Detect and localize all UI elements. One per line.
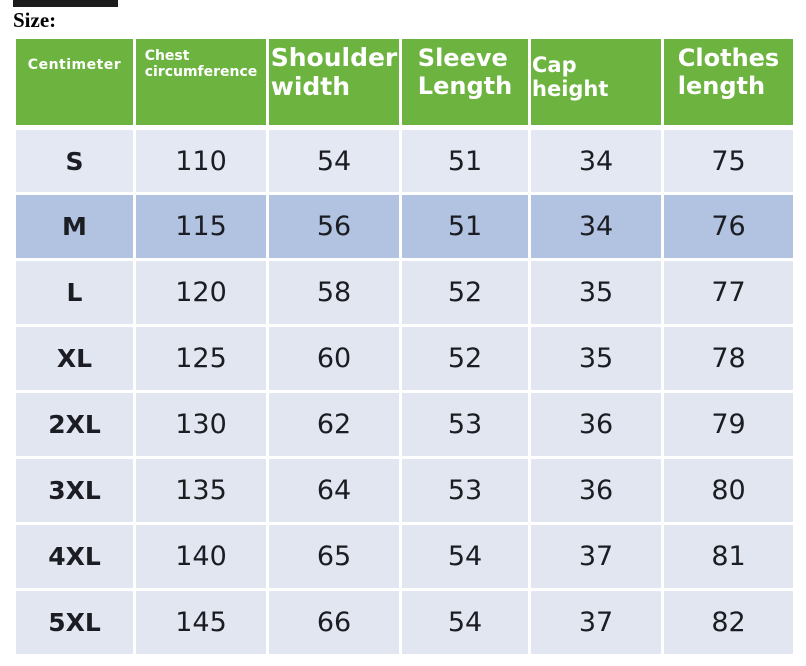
table-cell: 145 bbox=[133, 588, 269, 657]
table-cell: 77 bbox=[661, 258, 796, 327]
table-row-5xl: 5XL 145 66 54 37 82 bbox=[13, 588, 796, 657]
table-row-xl: XL 125 60 52 35 78 bbox=[13, 324, 796, 393]
table-cell: 52 bbox=[399, 258, 531, 327]
table-cell: 52 bbox=[399, 324, 531, 393]
header-clothes-length: Clothes length bbox=[661, 36, 796, 130]
page-title: Size: bbox=[13, 8, 57, 32]
table-cell: 64 bbox=[266, 456, 402, 525]
header-sleeve-length: Sleeve Length bbox=[399, 36, 531, 130]
header-cap-height: Cap height bbox=[528, 36, 664, 130]
table-cell: 79 bbox=[661, 390, 796, 459]
header-cap-height-label: Cap height bbox=[532, 53, 609, 102]
table-cell: 80 bbox=[661, 456, 796, 525]
table-cell: 34 bbox=[528, 192, 664, 261]
size-label: 4XL bbox=[13, 522, 136, 591]
table-row-2xl: 2XL 130 62 53 36 79 bbox=[13, 390, 796, 459]
table-row-m: M 115 56 51 34 76 bbox=[13, 192, 796, 261]
table-cell: 62 bbox=[266, 390, 402, 459]
size-label: 2XL bbox=[13, 390, 136, 459]
table-cell: 65 bbox=[266, 522, 402, 591]
table-cell: 66 bbox=[266, 588, 402, 657]
header-centimeter-label: Centimeter bbox=[27, 57, 122, 73]
table-cell: 36 bbox=[528, 390, 664, 459]
size-label: XL bbox=[13, 324, 136, 393]
table-cell: 110 bbox=[133, 126, 269, 195]
size-chart-table: Centimeter Chest circumference Shoulder … bbox=[13, 36, 796, 657]
table-row-s: S 110 54 51 34 75 bbox=[13, 126, 796, 195]
table-cell: 82 bbox=[661, 588, 796, 657]
table-cell: 51 bbox=[399, 192, 531, 261]
size-label: L bbox=[13, 258, 136, 327]
header-shoulder-width-label: Shoulder width bbox=[270, 43, 398, 101]
top-bar-fragment bbox=[13, 0, 118, 7]
table-cell: 36 bbox=[528, 456, 664, 525]
size-label: 3XL bbox=[13, 456, 136, 525]
table-cell: 58 bbox=[266, 258, 402, 327]
table-cell: 53 bbox=[399, 456, 531, 525]
header-clothes-length-label: Clothes length bbox=[677, 44, 780, 100]
table-cell: 125 bbox=[133, 324, 269, 393]
table-cell: 37 bbox=[528, 588, 664, 657]
table-cell: 135 bbox=[133, 456, 269, 525]
table-cell: 35 bbox=[528, 324, 664, 393]
table-cell: 54 bbox=[399, 588, 531, 657]
table-cell: 37 bbox=[528, 522, 664, 591]
table-cell: 75 bbox=[661, 126, 796, 195]
table-cell: 35 bbox=[528, 258, 664, 327]
size-label: M bbox=[13, 192, 136, 261]
table-cell: 81 bbox=[661, 522, 796, 591]
header-row: Centimeter Chest circumference Shoulder … bbox=[13, 36, 796, 130]
size-label: S bbox=[13, 126, 136, 195]
table-cell: 78 bbox=[661, 324, 796, 393]
table-cell: 54 bbox=[399, 522, 531, 591]
table-cell: 51 bbox=[399, 126, 531, 195]
table-cell: 115 bbox=[133, 192, 269, 261]
header-chest-circumference: Chest circumference bbox=[133, 36, 269, 130]
size-label: 5XL bbox=[13, 588, 136, 657]
header-sleeve-length-label: Sleeve Length bbox=[417, 44, 513, 100]
header-shoulder-width: Shoulder width bbox=[266, 36, 402, 130]
table-cell: 76 bbox=[661, 192, 796, 261]
table-cell: 60 bbox=[266, 324, 402, 393]
table-cell: 53 bbox=[399, 390, 531, 459]
table-row-l: L 120 58 52 35 77 bbox=[13, 258, 796, 327]
table-cell: 130 bbox=[133, 390, 269, 459]
table-cell: 140 bbox=[133, 522, 269, 591]
table-row-3xl: 3XL 135 64 53 36 80 bbox=[13, 456, 796, 525]
table-row-4xl: 4XL 140 65 54 37 81 bbox=[13, 522, 796, 591]
header-centimeter: Centimeter bbox=[13, 36, 136, 130]
table-cell: 56 bbox=[266, 192, 402, 261]
table-cell: 34 bbox=[528, 126, 664, 195]
table-cell: 54 bbox=[266, 126, 402, 195]
table-cell: 120 bbox=[133, 258, 269, 327]
header-chest-circumference-label: Chest circumference bbox=[144, 48, 258, 81]
